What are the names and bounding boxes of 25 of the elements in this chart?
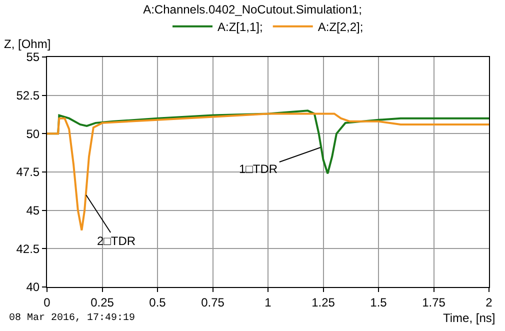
- y-tick-label: 42.5: [16, 242, 40, 256]
- legend-label: A:Z[2,2];: [318, 20, 364, 34]
- x-tick-label: 0.5: [149, 295, 166, 310]
- y-tick-label: 47.5: [16, 165, 40, 180]
- x-tick-label: 0.25: [90, 295, 114, 310]
- y-tick-label: 52.5: [16, 88, 40, 103]
- y-tick-label: 50: [26, 126, 40, 141]
- y-tick-label: 45: [26, 204, 40, 218]
- x-axis-title: Time, [ns]: [443, 311, 496, 325]
- x-tick-label: 0: [44, 295, 51, 310]
- x-tick-label: 0.75: [201, 295, 225, 310]
- x-tick-label: 1.25: [312, 295, 336, 310]
- x-tick-label: 1: [264, 295, 272, 310]
- annotation: 1□TDR: [239, 162, 278, 176]
- text: 08 Mar 2016, 17:49:19: [9, 313, 136, 324]
- legend-label: A:Z[1,1];: [218, 20, 263, 34]
- y-axis-title: Z, [Ohm]: [4, 37, 51, 51]
- line-series: [47, 112, 489, 232]
- x-tick-label: 1.5: [370, 295, 388, 310]
- annotation: 2□TDR: [97, 234, 136, 248]
- x-tick-label: 1.75: [422, 295, 446, 310]
- y-tick-label: 55: [26, 50, 40, 64]
- chart-title: A:Channels.0402_NoCutout.Simulation1;: [143, 2, 362, 16]
- x-tick-label: 2: [486, 295, 493, 310]
- y-tick-label: 40: [26, 280, 40, 294]
